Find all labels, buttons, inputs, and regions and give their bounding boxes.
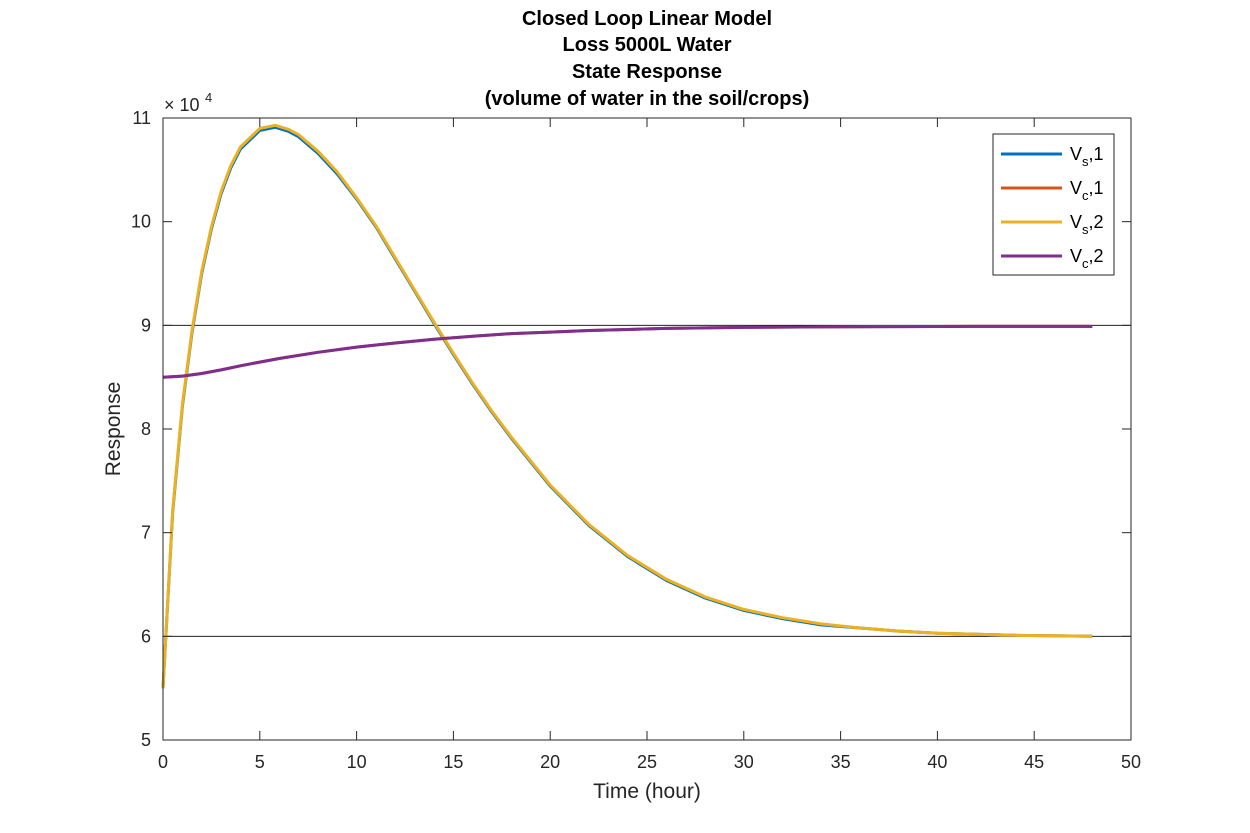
y-tick-label: 6: [141, 626, 151, 646]
legend-label-sub: s: [1082, 222, 1089, 237]
legend-label-main: V: [1070, 246, 1082, 266]
x-tick-label: 20: [540, 752, 560, 772]
y-exponent-base: × 10: [164, 95, 200, 115]
x-tick-label: 45: [1024, 752, 1044, 772]
series-line-3: [161, 123, 1093, 689]
y-tick-label: 7: [141, 523, 151, 543]
y-axis-ticks: 5 6 7 8 9 10 11: [131, 108, 1131, 750]
legend-label-main: V: [1070, 144, 1082, 164]
legend-label-main: V: [1070, 212, 1082, 232]
x-tick-label: 50: [1121, 752, 1141, 772]
x-tick-label: 15: [443, 752, 463, 772]
legend-label-sub: c: [1082, 188, 1089, 203]
y-tick-label: 10: [131, 212, 151, 232]
y-tick-label: 5: [141, 730, 151, 750]
legend-label-suffix: ,2: [1089, 246, 1104, 266]
x-axis-label: Time (hour): [593, 780, 701, 803]
series-layer: [161, 123, 1093, 689]
y-exponent: × 10 4: [164, 90, 212, 115]
x-tick-label: 30: [734, 752, 754, 772]
legend-label-sub: c: [1082, 256, 1089, 271]
x-tick-label: 40: [927, 752, 947, 772]
x-axis-ticks: 0 5 10 15 20 25 30 35 40 45 50: [158, 118, 1141, 772]
title-line-3: State Response: [572, 61, 722, 83]
y-axis-label: Response: [102, 382, 125, 477]
legend-label-suffix: ,2: [1089, 212, 1104, 232]
legend-label-4: Vc,2: [1070, 246, 1104, 271]
legend: Vs,1Vc,1Vs,2Vc,2: [992, 133, 1115, 276]
legend-label-3: Vs,2: [1070, 212, 1104, 237]
legend-label-suffix: ,1: [1089, 144, 1104, 164]
y-tick-label: 11: [132, 108, 151, 128]
title-line-1: Closed Loop Linear Model: [522, 8, 772, 30]
y-tick-label: 9: [141, 315, 151, 335]
legend-label-1: Vs,1: [1070, 144, 1104, 169]
x-tick-label: 5: [255, 752, 265, 772]
title-line-4: (volume of water in the soil/crops): [485, 88, 810, 110]
legend-label-suffix: ,1: [1089, 178, 1104, 198]
legend-label-sub: s: [1082, 154, 1089, 169]
x-tick-label: 25: [637, 752, 657, 772]
legend-label-2: Vc,1: [1070, 178, 1104, 203]
plot-area: [163, 118, 1131, 740]
x-tick-label: 0: [158, 752, 168, 772]
legend-box: [992, 133, 1115, 276]
series-line-4: [162, 324, 1093, 379]
x-tick-label: 10: [347, 752, 367, 772]
title-line-2: Loss 5000L Water: [563, 34, 732, 56]
y-tick-label: 8: [141, 419, 151, 439]
x-tick-label: 35: [831, 752, 851, 772]
y-exponent-power: 4: [205, 90, 212, 105]
chart-title: Closed Loop Linear Model Loss 5000L Wate…: [485, 8, 810, 110]
legend-label-main: V: [1070, 178, 1082, 198]
